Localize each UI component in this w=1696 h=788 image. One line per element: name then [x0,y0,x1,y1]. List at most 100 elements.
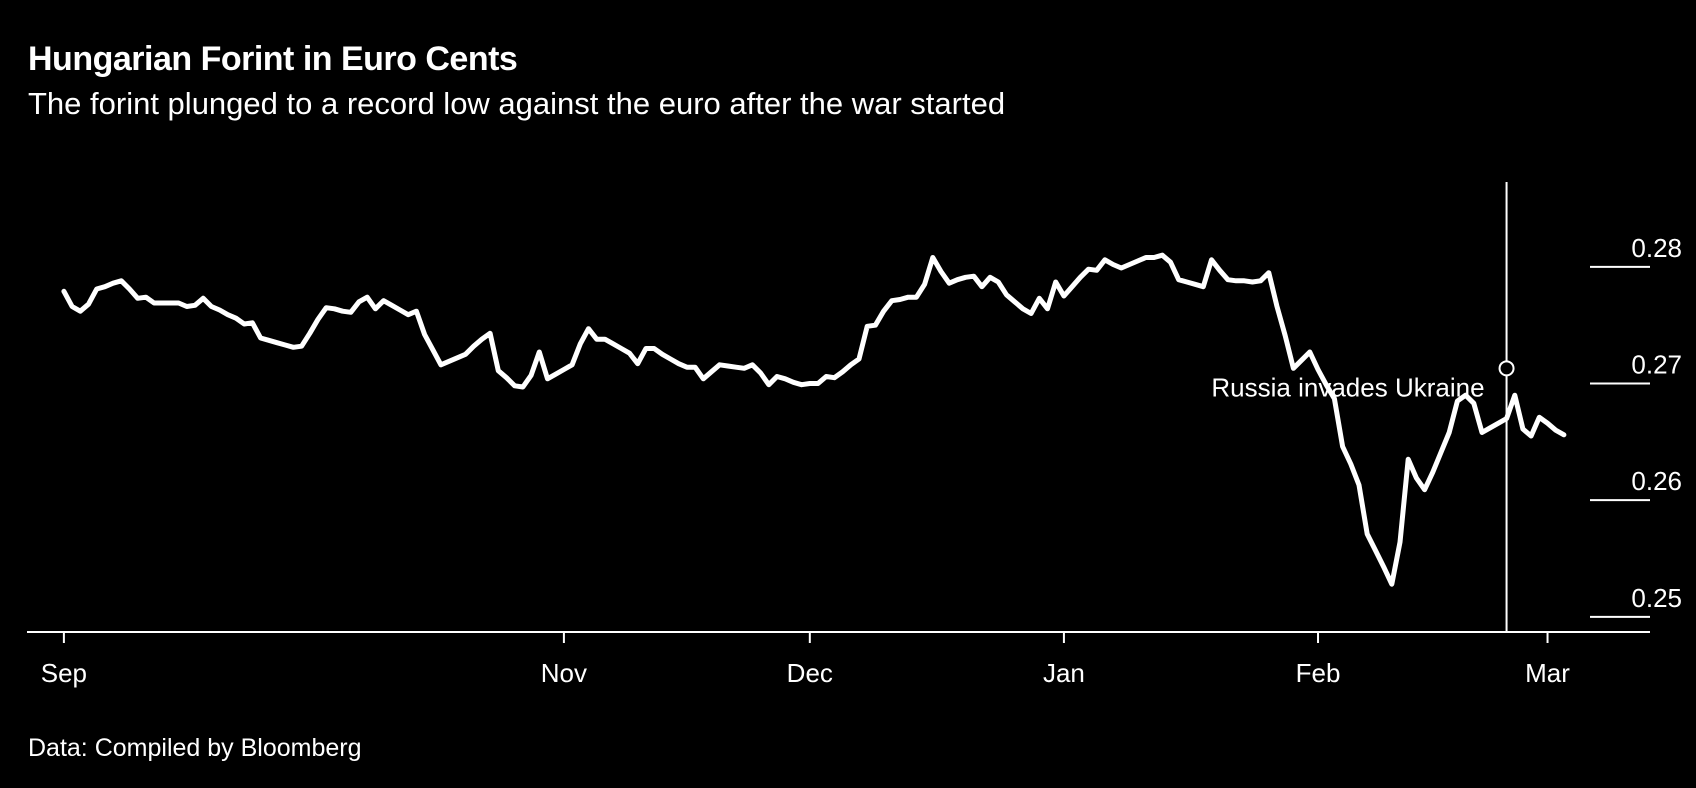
chart-subtitle: The forint plunged to a record low again… [28,86,1006,121]
data-point [152,301,156,305]
data-point [865,324,869,328]
data-point [439,363,443,367]
data-point [1103,258,1107,262]
data-point [841,370,845,374]
data-point [1365,532,1369,536]
data-point [521,385,525,389]
data-point [832,376,836,380]
data-point [1496,421,1500,425]
data-point [1267,271,1271,275]
data-point [734,365,738,369]
data-point [1373,548,1377,552]
data-point [1095,268,1099,272]
data-point [890,299,894,303]
y-axis: 0.28 0.27 0.26 0.25 [1590,233,1682,618]
data-point [201,296,205,300]
data-point [365,295,369,299]
data-point [1021,307,1025,311]
data-point [218,308,222,312]
chart-title: Hungarian Forint in Euro Cents [28,40,518,78]
data-point [996,280,1000,284]
data-point [1439,450,1443,454]
data-point [800,383,804,387]
data-point [1513,393,1517,397]
data-point [1447,431,1451,434]
data-point [578,342,582,346]
data-point [1037,296,1041,300]
data-point [242,322,246,326]
data-point [849,363,853,367]
data-point [398,308,402,312]
data-point [718,363,722,367]
data-point [1537,415,1541,419]
x-tick-label: Sep [41,658,87,688]
data-point [562,368,566,371]
data-point [964,275,968,279]
data-point [742,366,746,370]
data-point [128,287,131,291]
data-point [423,333,427,336]
data-point [808,382,812,385]
data-point [1185,280,1189,284]
data-point [62,289,66,293]
y-tick-label: 0.26 [1631,466,1682,496]
data-point [1177,278,1181,282]
data-point [906,295,910,299]
data-point [308,331,312,335]
data-point [1406,457,1410,461]
data-point [816,382,820,385]
data-point [349,310,353,314]
x-tick-label: Mar [1525,658,1570,688]
data-point [193,303,197,307]
x-tick-label: Dec [787,658,833,688]
data-point [1505,417,1509,420]
data-point [1218,268,1222,272]
data-point [1152,256,1156,259]
data-point [168,301,172,305]
data-point [1349,462,1353,466]
data-point [1357,483,1361,487]
data-point [726,364,730,368]
data-point [1431,470,1435,474]
data-point [1062,294,1066,298]
data-point [537,350,541,354]
data-point [931,256,935,259]
data-point [1169,260,1172,264]
data-point [1423,488,1427,492]
data-points [62,253,1566,586]
data-point [1529,434,1533,438]
data-point [709,370,713,374]
data-point [1300,358,1304,362]
data-point [447,359,451,363]
data-point [332,307,336,311]
data-point [357,300,361,304]
series-line-forint [61,252,1567,587]
data-point [1070,285,1074,289]
data-point [1046,307,1049,311]
data-point [160,301,164,305]
data-point [652,347,656,350]
data-point [234,316,238,320]
data-point [1242,279,1246,283]
data-point [1521,427,1525,431]
data-point [144,295,148,299]
data-point [1464,393,1468,397]
x-tick-label: Jan [1043,658,1085,688]
data-point [1562,433,1566,437]
data-point [595,337,599,341]
data-point [324,306,328,310]
data-point [390,303,394,307]
data-point [570,363,574,367]
data-point [496,369,500,373]
data-point [382,299,386,303]
data-point [472,344,476,348]
data-point [226,313,230,317]
data-point [70,305,74,308]
data-point [1054,280,1058,284]
data-point [1144,256,1148,259]
data-point [1382,565,1386,569]
data-point [1234,279,1238,283]
data-point [1488,426,1492,430]
data-point [775,375,779,378]
data-point [636,362,640,366]
